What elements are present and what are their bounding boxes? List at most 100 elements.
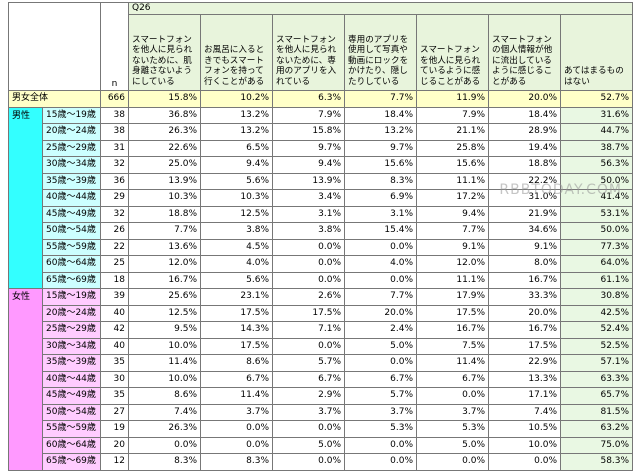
value-cell: 10.3% bbox=[200, 189, 273, 207]
n-cell: 26 bbox=[100, 222, 129, 240]
value-cell: 0.0% bbox=[416, 453, 489, 471]
value-cell: 36.8% bbox=[128, 106, 201, 124]
data-row: 30歳～34歳 40 10.0% 17.5% 0.0% 5.0% 7.5% 17.5% 52.5… bbox=[9, 337, 634, 355]
value-cell: 13.3% bbox=[488, 370, 561, 388]
n-cell: 27 bbox=[100, 403, 129, 421]
n-cell: 38 bbox=[100, 123, 129, 141]
n-cell: 666 bbox=[100, 90, 129, 108]
value-cell: 9.7% bbox=[344, 139, 417, 157]
n-cell: 12 bbox=[100, 453, 129, 471]
value-cell: 15.8% bbox=[272, 123, 345, 141]
column-header: あてはまるものはない bbox=[559, 14, 634, 91]
group-label: 女性 bbox=[8, 288, 43, 471]
value-cell: 44.7% bbox=[559, 123, 634, 141]
n-cell: 40 bbox=[100, 337, 129, 355]
value-cell: 16.7% bbox=[128, 271, 201, 289]
value-cell: 52.7% bbox=[559, 90, 634, 108]
value-cell: 0.0% bbox=[344, 453, 417, 471]
value-cell: 11.4% bbox=[416, 354, 489, 372]
value-cell: 9.4% bbox=[200, 156, 273, 174]
value-cell: 63.2% bbox=[559, 420, 634, 438]
value-cell: 22.6% bbox=[128, 139, 201, 157]
value-cell: 8.0% bbox=[488, 255, 561, 273]
value-cell: 0.0% bbox=[416, 387, 489, 405]
value-cell: 0.0% bbox=[344, 436, 417, 454]
column-header: スマートフォンを他人に見られているように感じることがある bbox=[416, 14, 489, 91]
data-row: 45歳～49歳 32 18.8% 12.5% 3.1% 3.1% 9.4% 21.9% 53.1… bbox=[9, 205, 634, 223]
value-cell: 12.0% bbox=[416, 255, 489, 273]
value-cell: 0.0% bbox=[128, 436, 201, 454]
value-cell: 2.4% bbox=[344, 321, 417, 339]
value-cell: 15.4% bbox=[344, 222, 417, 240]
value-cell: 3.1% bbox=[272, 205, 345, 223]
value-cell: 5.0% bbox=[272, 436, 345, 454]
n-cell: 31 bbox=[100, 139, 129, 157]
value-cell: 57.1% bbox=[559, 354, 634, 372]
value-cell: 16.7% bbox=[416, 321, 489, 339]
value-cell: 5.3% bbox=[416, 420, 489, 438]
value-cell: 11.1% bbox=[416, 172, 489, 190]
value-cell: 6.9% bbox=[344, 189, 417, 207]
age-label: 55歳～59歳 bbox=[42, 420, 101, 438]
value-cell: 7.5% bbox=[416, 337, 489, 355]
value-cell: 15.6% bbox=[344, 156, 417, 174]
value-cell: 3.7% bbox=[272, 403, 345, 421]
age-label: 35歳～39歳 bbox=[42, 172, 101, 190]
value-cell: 17.5% bbox=[200, 304, 273, 322]
column-header: 専用のアプリを使用して写真や動画にロックをかけたり、隠したりしている bbox=[344, 14, 417, 91]
data-row: 男性 15歳～19歳 38 36.8% 13.2% 7.9% 18.4% 7.9% 18.4% 3… bbox=[8, 106, 634, 289]
value-cell: 3.8% bbox=[272, 222, 345, 240]
value-cell: 0.0% bbox=[272, 255, 345, 273]
age-label: 50歳～54歳 bbox=[42, 403, 101, 421]
value-cell: 7.7% bbox=[416, 222, 489, 240]
value-cell: 7.7% bbox=[344, 90, 417, 108]
data-row: 65歳～69歳 12 8.3% 8.3% 0.0% 0.0% 0.0% 0.0% 58.3% bbox=[9, 453, 634, 471]
age-label: 60歳～64歳 bbox=[42, 255, 101, 273]
value-cell: 10.5% bbox=[488, 420, 561, 438]
value-cell: 8.6% bbox=[200, 354, 273, 372]
n-header: n bbox=[100, 2, 129, 91]
n-cell: 32 bbox=[100, 205, 129, 223]
value-cell: 2.9% bbox=[272, 387, 345, 405]
value-cell: 6.7% bbox=[200, 370, 273, 388]
value-cell: 56.3% bbox=[559, 156, 634, 174]
value-cell: 52.5% bbox=[559, 337, 634, 355]
age-label: 65歳～69歳 bbox=[42, 271, 101, 289]
value-cell: 0.0% bbox=[344, 271, 417, 289]
column-header: スマートフォンの個人情報が他に流出しているように感じることがある bbox=[488, 14, 561, 91]
value-cell: 10.2% bbox=[200, 90, 273, 108]
header-row: n Q26 bbox=[8, 2, 634, 91]
value-cell: 31.6% bbox=[559, 106, 634, 124]
age-label: 65歳～69歳 bbox=[42, 453, 101, 471]
value-cell: 0.0% bbox=[488, 453, 561, 471]
age-label: 40歳～44歳 bbox=[42, 189, 101, 207]
value-cell: 5.3% bbox=[344, 420, 417, 438]
value-cell: 5.6% bbox=[200, 271, 273, 289]
value-cell: 42.5% bbox=[559, 304, 634, 322]
age-label: 50歳～54歳 bbox=[42, 222, 101, 240]
value-cell: 17.2% bbox=[416, 189, 489, 207]
value-cell: 6.3% bbox=[272, 90, 345, 108]
value-cell: 0.0% bbox=[200, 436, 273, 454]
value-cell: 6.5% bbox=[200, 139, 273, 157]
data-row: 45歳～49歳 35 8.6% 11.4% 2.9% 5.7% 0.0% 17.1% 65.7% bbox=[9, 387, 634, 405]
value-cell: 14.3% bbox=[200, 321, 273, 339]
value-cell: 33.3% bbox=[488, 288, 561, 306]
n-cell: 35 bbox=[100, 354, 129, 372]
value-cell: 25.6% bbox=[128, 288, 201, 306]
value-cell: 12.5% bbox=[128, 304, 201, 322]
age-label: 25歳～29歳 bbox=[42, 321, 101, 339]
value-cell: 9.5% bbox=[128, 321, 201, 339]
value-cell: 13.9% bbox=[272, 172, 345, 190]
column-header: スマートフォンを他人に見られないために、専用のアプリを入れている bbox=[272, 14, 345, 91]
value-cell: 77.3% bbox=[559, 238, 634, 256]
data-row: 25歳～29歳 42 9.5% 14.3% 7.1% 2.4% 16.7% 16.7% 52.4… bbox=[9, 321, 634, 339]
value-cell: 8.3% bbox=[128, 453, 201, 471]
value-cell: 17.5% bbox=[488, 337, 561, 355]
value-cell: 7.7% bbox=[344, 288, 417, 306]
value-cell: 11.1% bbox=[416, 271, 489, 289]
value-cell: 22.9% bbox=[488, 354, 561, 372]
value-cell: 52.4% bbox=[559, 321, 634, 339]
age-label: 40歳～44歳 bbox=[42, 370, 101, 388]
